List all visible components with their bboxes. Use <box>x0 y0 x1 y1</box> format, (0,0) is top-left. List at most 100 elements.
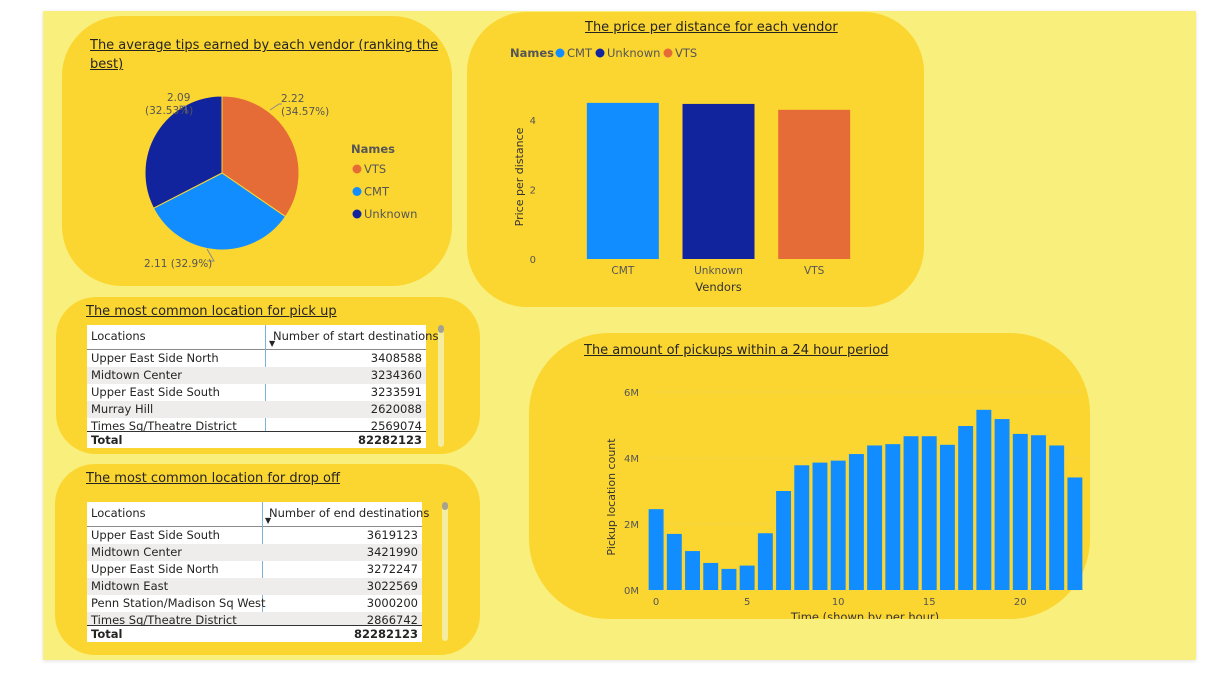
hours-bar[interactable] <box>685 551 700 590</box>
hours-bar[interactable] <box>830 460 846 590</box>
hours-bar[interactable] <box>867 445 883 590</box>
price-bar-cmt[interactable] <box>586 102 659 259</box>
pickup-value-cell: 2569074 <box>370 419 422 431</box>
table-row[interactable]: Upper East Side North 3408588 <box>87 350 426 367</box>
pickup-value-cell: 2620088 <box>370 402 422 416</box>
hours-ytick: 0M <box>624 586 639 597</box>
pickup-scrollbar[interactable] <box>438 325 444 447</box>
table-row[interactable]: Upper East Side North 3272247 <box>87 561 422 578</box>
dropoff-value-cell: 2866742 <box>366 613 418 625</box>
price-bar-unknown[interactable] <box>682 103 755 259</box>
hours-bar[interactable] <box>794 465 810 590</box>
pickup-total-row: Total 82282123 <box>87 431 426 448</box>
sort-arrow-icon[interactable]: ▼ <box>269 339 276 348</box>
pickup-value-cell: 3408588 <box>370 351 422 365</box>
hours-bar[interactable] <box>812 462 828 590</box>
pickup-table[interactable]: Locations Number of start destinations ▼… <box>87 325 438 448</box>
dropoff-value-cell: 3000200 <box>366 596 418 610</box>
legend-label-vts: VTS <box>675 46 697 60</box>
hours-bar[interactable] <box>994 419 1010 590</box>
hours-bar[interactable] <box>666 533 682 590</box>
hours-ylabel: Pickup location count <box>605 438 618 556</box>
hours-bar[interactable] <box>921 436 937 590</box>
pie-label-vts: 2.22 (34.57%) <box>281 93 329 118</box>
pickup-rows: Upper East Side North 3408588 Midtown Cent… <box>87 350 426 431</box>
pickup-col-number[interactable]: Number of start destinations <box>273 329 439 343</box>
hours-bar[interactable] <box>903 436 919 590</box>
table-row[interactable]: Upper East Side South 3233591 <box>87 384 426 401</box>
legend-dot-cmt <box>352 187 362 196</box>
dropoff-location-cell: Times Sq/Theatre District <box>91 613 237 625</box>
hours-bar[interactable] <box>739 565 755 590</box>
hours-ytick: 2M <box>624 520 639 531</box>
hours-bar[interactable] <box>1049 445 1065 590</box>
legend-dot-unknown <box>352 209 362 219</box>
hours-bar[interactable] <box>721 568 737 590</box>
pickup-location-cell: Times Sq/Theatre District <box>91 419 237 431</box>
pie-slice-unknown[interactable] <box>144 95 223 209</box>
pie-slice-cmt[interactable] <box>152 172 287 251</box>
sort-arrow-icon[interactable]: ▼ <box>265 516 272 525</box>
pie-legend-title: Names <box>351 142 395 156</box>
hours-bar[interactable] <box>1031 435 1046 590</box>
hours-xtick: 0 <box>653 597 659 608</box>
pickup-location-cell: Upper East Side North <box>91 351 219 365</box>
dropoff-rows: Upper East Side South 3619123 Midtown Cent… <box>87 527 422 625</box>
hours-xlabel: Time (shown by per hour) <box>790 610 939 619</box>
dropoff-scroll-thumb[interactable] <box>442 502 448 510</box>
hours-bar[interactable] <box>958 425 974 590</box>
table-row[interactable]: Midtown Center 3234360 <box>87 367 426 384</box>
table-row[interactable]: Times Sq/Theatre District 2569074 <box>87 418 426 431</box>
legend-label-unknown: Unknown <box>364 207 417 221</box>
table-row[interactable]: Midtown Center 3421990 <box>87 544 422 561</box>
pie-slice-vts[interactable] <box>221 95 300 218</box>
tips-pie-card[interactable]: The average tips earned by each vendor (… <box>62 16 452 286</box>
hours-xtick: 5 <box>744 597 750 608</box>
hours-xtick: 10 <box>832 597 845 608</box>
dropoff-table-card[interactable]: The most common location for drop off Lo… <box>55 464 480 655</box>
hours-bar[interactable] <box>776 491 792 590</box>
pickup-scroll-thumb[interactable] <box>438 325 444 333</box>
price-ylabel: Price per distance <box>513 127 526 226</box>
legend-dot-unknown <box>595 48 605 58</box>
pickup-total-label: Total <box>91 433 123 447</box>
hours-bar[interactable] <box>757 533 773 590</box>
pickup-col-locations[interactable]: Locations <box>91 329 146 343</box>
price-ytick: 0 <box>530 255 536 266</box>
table-row[interactable]: Murray Hill 2620088 <box>87 401 426 418</box>
hours-bar[interactable] <box>648 509 664 590</box>
price-bar-card[interactable]: The price per distance for each vendor N… <box>467 12 924 307</box>
tips-pie-chart[interactable]: 2.22 (34.57%) 2.11 (32.9%) 2.09 (32.53%) Name… <box>62 16 452 286</box>
hours-bar-chart[interactable]: 0M 2M 4M 6M Pickup location count 0 5 10 15 20 Tim… <box>529 333 1090 619</box>
tips-title-line2: best) <box>90 57 124 72</box>
hours-bar[interactable] <box>885 444 901 590</box>
pie-label-cmt: 2.11 (32.9%) <box>144 258 212 270</box>
hours-bar[interactable] <box>939 444 955 590</box>
price-bar-chart[interactable]: Names CMT Unknown VTS 0 2 4 Price per distance C… <box>467 12 924 307</box>
dropoff-location-cell: Upper East Side South <box>91 528 220 542</box>
dropoff-scrollbar[interactable] <box>442 502 448 641</box>
tips-title-line1: The average tips earned by each vendor (… <box>90 38 439 53</box>
table-row[interactable]: Midtown East 3022569 <box>87 578 422 595</box>
hours-bar[interactable] <box>976 409 992 590</box>
hours-bar-card[interactable]: The amount of pickups within a 24 hour p… <box>529 333 1090 619</box>
price-ytick: 2 <box>530 186 536 197</box>
pickup-total-value: 82282123 <box>357 433 422 447</box>
dropoff-col-number[interactable]: Number of end destinations <box>269 506 430 520</box>
table-row[interactable]: Penn Station/Madison Sq West 3000200 <box>87 595 422 612</box>
table-row[interactable]: Times Sq/Theatre District 2866742 <box>87 612 422 625</box>
dropoff-col-locations[interactable]: Locations <box>91 506 146 520</box>
hours-bar[interactable] <box>1012 433 1028 590</box>
pickup-table-header: Locations Number of start destinations ▼ <box>87 325 438 350</box>
price-bar-vts[interactable] <box>778 109 851 259</box>
price-legend-title: Names <box>510 46 554 60</box>
hours-bar[interactable] <box>1067 477 1083 590</box>
dropoff-table[interactable]: Locations Number of end destinations ▼ U… <box>87 502 429 642</box>
table-row[interactable]: Upper East Side South 3619123 <box>87 527 422 544</box>
pie-label-unknown: 2.09 (32.53%) <box>145 92 193 117</box>
legend-dot-vts <box>352 164 362 174</box>
hours-bar[interactable] <box>703 562 719 590</box>
pickup-table-card[interactable]: The most common location for pick up Loc… <box>56 297 480 454</box>
dropoff-column-divider <box>262 502 263 642</box>
hours-bar[interactable] <box>848 454 864 590</box>
